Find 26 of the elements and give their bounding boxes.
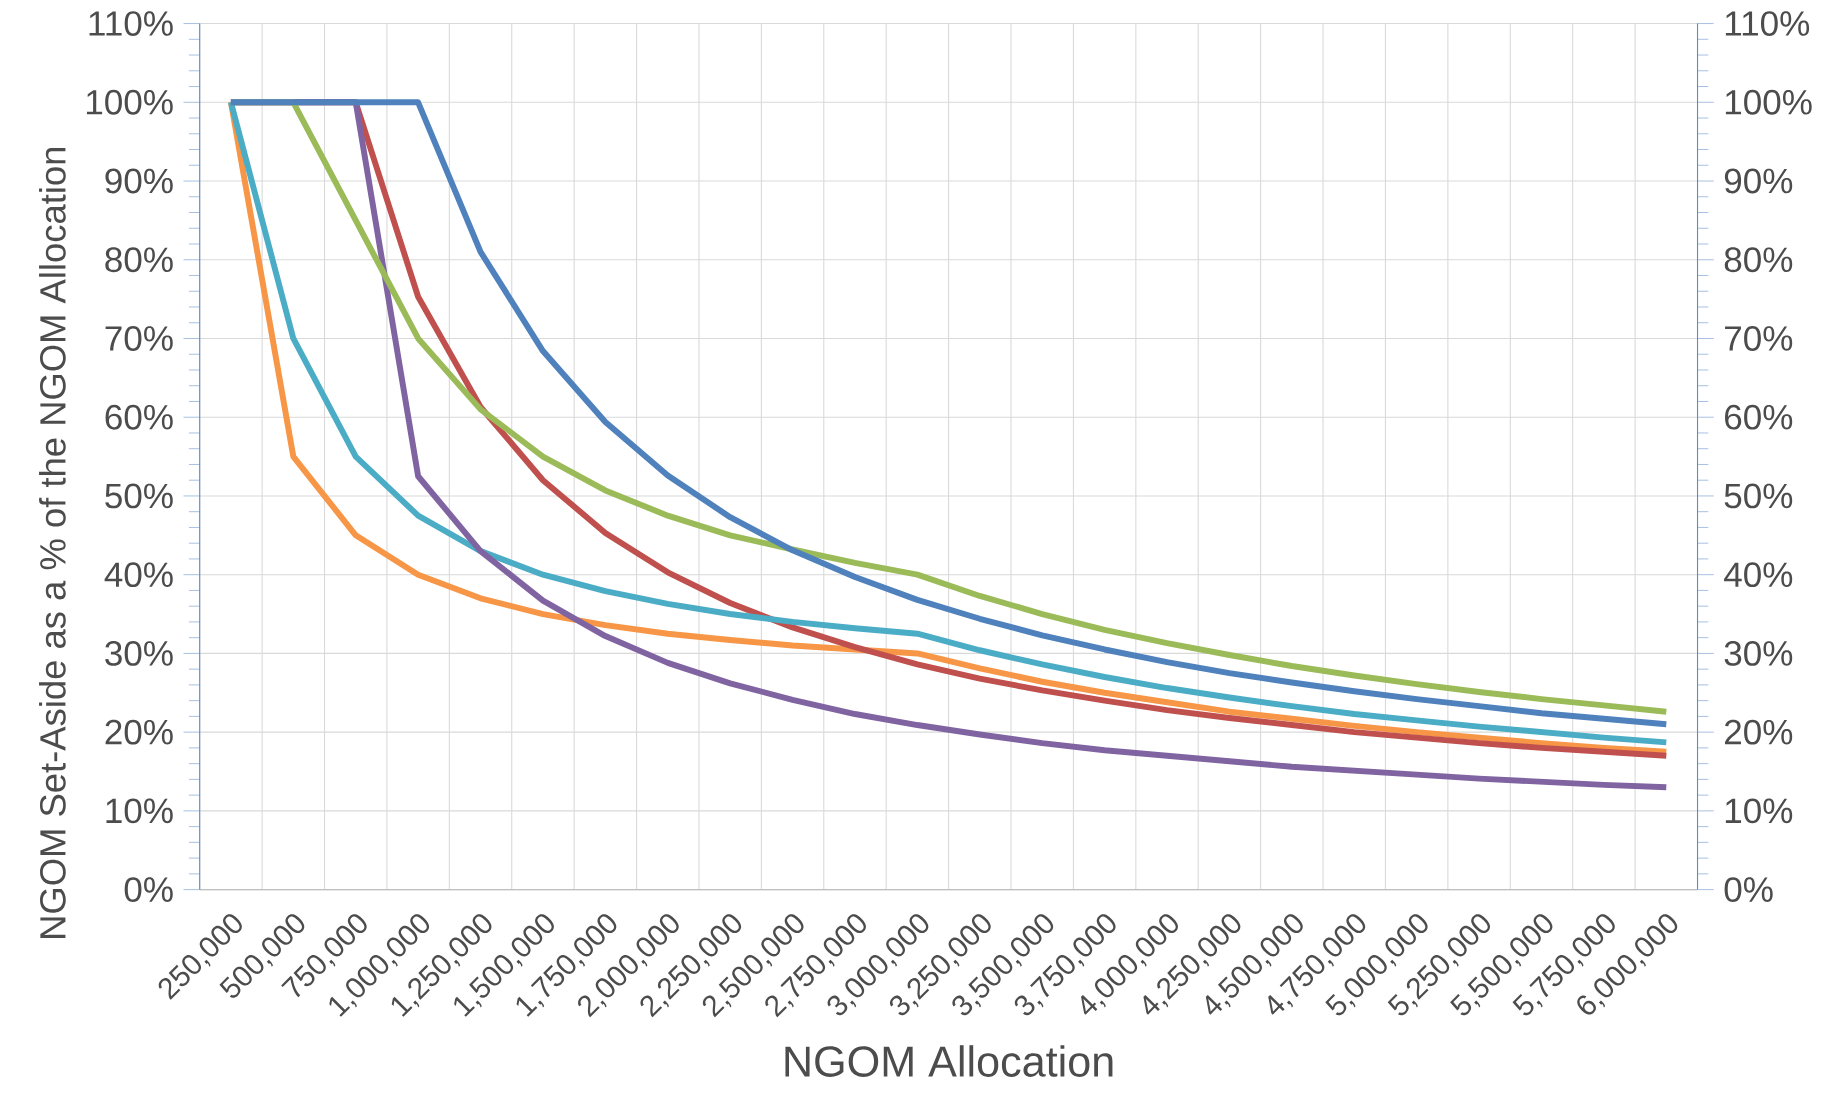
y2-tick-label: 20%: [1725, 719, 1793, 745]
y-tick-label: 10%: [106, 798, 173, 824]
y2-tick-label: 0%: [1724, 877, 1773, 902]
y2-tick-label: 60%: [1725, 404, 1793, 430]
y2-tick-label: 30%: [1724, 640, 1793, 666]
x-axis-title: NGOM Allocation: [785, 1045, 1113, 1077]
y2-tick-label: 10%: [1725, 798, 1793, 824]
y-tick-label: 0%: [124, 877, 173, 902]
y-tick-label: 50%: [105, 483, 173, 509]
y-tick-label: 60%: [105, 404, 173, 430]
y-tick-label: 20%: [105, 719, 173, 745]
y2-tick-label: 90%: [1724, 168, 1793, 194]
y2-tick-label: 80%: [1724, 247, 1793, 273]
y-tick-label: 100%: [86, 89, 173, 115]
y-axis-title: NGOM Set-Aside as a % of the NGOM Allocation: [39, 147, 66, 938]
y-tick-label: 80%: [105, 247, 173, 273]
y-tick-label: 70%: [105, 326, 173, 351]
y2-tick-label: 40%: [1724, 562, 1793, 588]
y-tick-label: 110%: [89, 11, 173, 36]
y2-tick-label: 110%: [1725, 11, 1810, 36]
y-tick-label: 40%: [104, 562, 173, 588]
y-tick-label: 90%: [105, 168, 173, 194]
y2-tick-label: 70%: [1725, 326, 1793, 351]
y2-tick-label: 50%: [1724, 483, 1793, 509]
y-tick-label: 30%: [105, 640, 173, 666]
y2-tick-label: 100%: [1725, 89, 1812, 115]
